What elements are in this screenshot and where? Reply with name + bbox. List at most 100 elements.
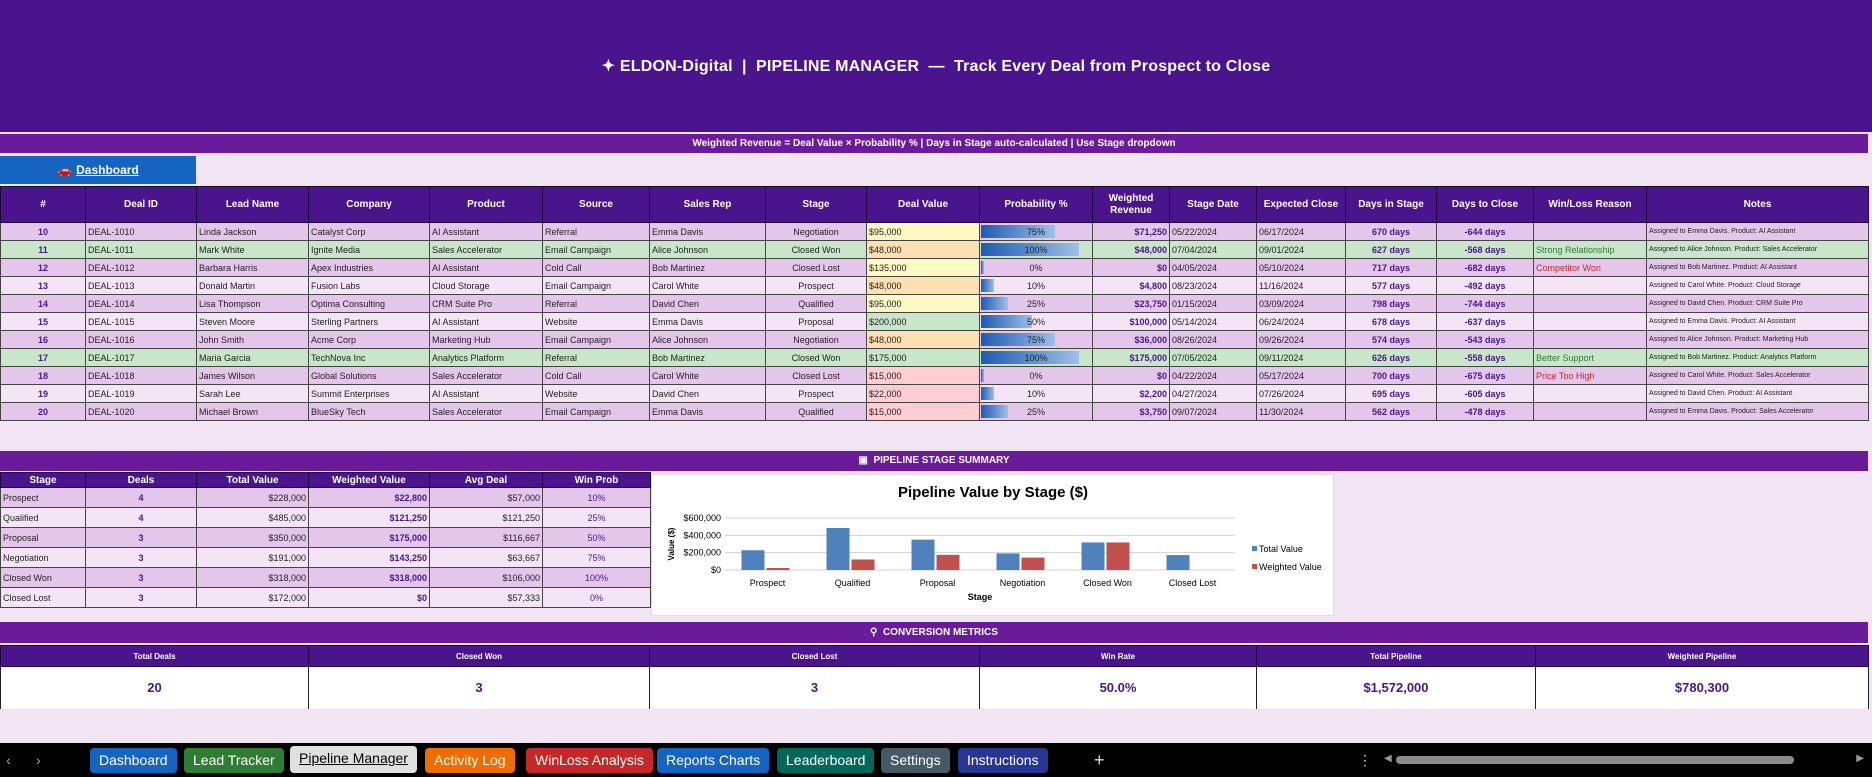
deal-cell-num[interactable]: 15 bbox=[0, 312, 86, 331]
deal-cell-prob[interactable]: 10% bbox=[979, 276, 1093, 295]
deal-cell-stage[interactable]: Qualified bbox=[765, 402, 867, 421]
deal-cell-days[interactable]: 626 days bbox=[1345, 348, 1437, 367]
deal-cell-lead[interactable]: Michael Brown bbox=[196, 402, 309, 421]
bar-total-value[interactable] bbox=[741, 550, 765, 570]
deals-header-cell[interactable]: # bbox=[0, 186, 86, 223]
deal-cell-days[interactable]: 670 days bbox=[1345, 222, 1437, 241]
stage-cell-prob[interactable]: 50% bbox=[542, 527, 651, 548]
deal-cell-reason[interactable] bbox=[1533, 384, 1647, 403]
stage-cell-prob[interactable]: 100% bbox=[542, 567, 651, 588]
deal-cell-wrev[interactable]: $175,000 bbox=[1092, 348, 1170, 367]
deal-cell-days[interactable]: 574 days bbox=[1345, 330, 1437, 349]
sheet-tab[interactable]: Lead Tracker bbox=[184, 748, 284, 773]
deal-cell-lead[interactable]: Donald Martin bbox=[196, 276, 309, 295]
deal-cell-value[interactable]: $22,000 bbox=[866, 384, 980, 403]
deal-cell-source[interactable]: Referral bbox=[542, 348, 650, 367]
dashboard-link[interactable]: 🚗 Dashboard bbox=[0, 156, 196, 184]
deal-cell-id[interactable]: DEAL-1015 bbox=[85, 312, 197, 331]
deal-cell-value[interactable]: $175,000 bbox=[866, 348, 980, 367]
deal-cell-value[interactable]: $15,000 bbox=[866, 366, 980, 385]
deal-cell-product[interactable]: AI Assistant bbox=[429, 312, 543, 331]
deal-cell-num[interactable]: 10 bbox=[0, 222, 86, 241]
pipeline-chart[interactable]: Pipeline Value by Stage ($) $0 $200,000 $40… bbox=[651, 474, 1334, 616]
deal-cell-days[interactable]: 562 days bbox=[1345, 402, 1437, 421]
deals-header-cell[interactable]: Probability % bbox=[979, 186, 1093, 223]
stage-cell-deals[interactable]: 4 bbox=[85, 507, 197, 528]
bar-total-value[interactable] bbox=[911, 539, 935, 570]
deal-cell-dtc[interactable]: -682 days bbox=[1436, 258, 1534, 277]
deal-cell-company[interactable]: Ignite Media bbox=[308, 240, 430, 259]
deal-cell-days[interactable]: 695 days bbox=[1345, 384, 1437, 403]
metric-value[interactable]: $780,300 bbox=[1535, 666, 1869, 709]
deal-cell-product[interactable]: AI Assistant bbox=[429, 258, 543, 277]
deal-cell-num[interactable]: 18 bbox=[0, 366, 86, 385]
deal-cell-dtc[interactable]: -744 days bbox=[1436, 294, 1534, 313]
deal-cell-stage-date[interactable]: 08/26/2024 bbox=[1169, 330, 1257, 349]
deal-cell-lead[interactable]: Maria Garcia bbox=[196, 348, 309, 367]
deal-cell-source[interactable]: Website bbox=[542, 312, 650, 331]
deal-cell-stage[interactable]: Qualified bbox=[765, 294, 867, 313]
deals-header-cell[interactable]: Days to Close bbox=[1436, 186, 1534, 223]
deal-cell-wrev[interactable]: $100,000 bbox=[1092, 312, 1170, 331]
deal-cell-lead[interactable]: Mark White bbox=[196, 240, 309, 259]
stage-cell-weighted[interactable]: $0 bbox=[308, 587, 430, 608]
next-sheet-arrow-icon[interactable]: › bbox=[36, 752, 41, 768]
scroll-left-icon[interactable]: ◀ bbox=[1384, 753, 1392, 764]
deal-cell-close[interactable]: 09/11/2024 bbox=[1256, 348, 1346, 367]
metric-value[interactable]: $1,572,000 bbox=[1256, 666, 1536, 709]
deal-cell-id[interactable]: DEAL-1014 bbox=[85, 294, 197, 313]
deal-cell-product[interactable]: Marketing Hub bbox=[429, 330, 543, 349]
deal-cell-prob[interactable]: 75% bbox=[979, 330, 1093, 349]
horizontal-scrollbar[interactable]: ◀ ▶ bbox=[1384, 753, 1864, 765]
deal-cell-id[interactable]: DEAL-1019 bbox=[85, 384, 197, 403]
deal-cell-wrev[interactable]: $48,000 bbox=[1092, 240, 1170, 259]
bar-total-value[interactable] bbox=[1166, 555, 1190, 570]
deal-cell-reason[interactable]: Strong Relationship bbox=[1533, 240, 1647, 259]
bar-total-value[interactable] bbox=[1081, 542, 1105, 570]
prev-sheet-arrow-icon[interactable]: ‹ bbox=[6, 752, 11, 768]
deal-cell-rep[interactable]: Emma Davis bbox=[649, 222, 766, 241]
stage-header-cell[interactable]: Total Value bbox=[196, 472, 309, 488]
deal-cell-rep[interactable]: Emma Davis bbox=[649, 402, 766, 421]
deal-cell-notes[interactable]: Assigned to Emma Davis. Product: AI Assi… bbox=[1646, 312, 1869, 331]
deal-cell-stage-date[interactable]: 01/15/2024 bbox=[1169, 294, 1257, 313]
deals-header-cell[interactable]: Sales Rep bbox=[649, 186, 766, 223]
deal-cell-id[interactable]: DEAL-1010 bbox=[85, 222, 197, 241]
deal-cell-rep[interactable]: Emma Davis bbox=[649, 312, 766, 331]
stage-cell-stage[interactable]: Closed Won bbox=[0, 567, 86, 588]
deal-cell-prob[interactable]: 0% bbox=[979, 258, 1093, 277]
deal-cell-company[interactable]: Sterling Partners bbox=[308, 312, 430, 331]
deal-cell-lead[interactable]: John Smith bbox=[196, 330, 309, 349]
deal-cell-reason[interactable] bbox=[1533, 294, 1647, 313]
stage-cell-prob[interactable]: 75% bbox=[542, 547, 651, 568]
deal-cell-lead[interactable]: Barbara Harris bbox=[196, 258, 309, 277]
deals-header-cell[interactable]: Notes bbox=[1646, 186, 1869, 223]
deal-cell-rep[interactable]: Alice Johnson bbox=[649, 240, 766, 259]
deal-cell-source[interactable]: Referral bbox=[542, 294, 650, 313]
deal-cell-lead[interactable]: Sarah Lee bbox=[196, 384, 309, 403]
deal-cell-id[interactable]: DEAL-1020 bbox=[85, 402, 197, 421]
deal-cell-stage[interactable]: Proposal bbox=[765, 312, 867, 331]
deal-cell-dtc[interactable]: -543 days bbox=[1436, 330, 1534, 349]
stage-cell-total[interactable]: $191,000 bbox=[196, 547, 309, 568]
deal-cell-reason[interactable] bbox=[1533, 330, 1647, 349]
deal-cell-lead[interactable]: James Wilson bbox=[196, 366, 309, 385]
deal-cell-id[interactable]: DEAL-1013 bbox=[85, 276, 197, 295]
stage-header-cell[interactable]: Weighted Value bbox=[308, 472, 430, 488]
deal-cell-notes[interactable]: Assigned to Bob Martinez. Product: Analy… bbox=[1646, 348, 1869, 367]
deal-cell-value[interactable]: $95,000 bbox=[866, 222, 980, 241]
deal-cell-source[interactable]: Referral bbox=[542, 222, 650, 241]
deal-cell-num[interactable]: 13 bbox=[0, 276, 86, 295]
deal-cell-num[interactable]: 12 bbox=[0, 258, 86, 277]
deal-cell-days[interactable]: 798 days bbox=[1345, 294, 1437, 313]
deals-header-cell[interactable]: Stage Date bbox=[1169, 186, 1257, 223]
deals-header-cell[interactable]: Expected Close bbox=[1256, 186, 1346, 223]
deal-cell-id[interactable]: DEAL-1018 bbox=[85, 366, 197, 385]
deal-cell-source[interactable]: Cold Call bbox=[542, 258, 650, 277]
bar-weighted-value[interactable] bbox=[1021, 557, 1045, 570]
deal-cell-prob[interactable]: 100% bbox=[979, 240, 1093, 259]
deal-cell-id[interactable]: DEAL-1012 bbox=[85, 258, 197, 277]
deals-header-cell[interactable]: Lead Name bbox=[196, 186, 309, 223]
deal-cell-dtc[interactable]: -637 days bbox=[1436, 312, 1534, 331]
deal-cell-notes[interactable]: Assigned to Emma Davis. Product: AI Assi… bbox=[1646, 222, 1869, 241]
